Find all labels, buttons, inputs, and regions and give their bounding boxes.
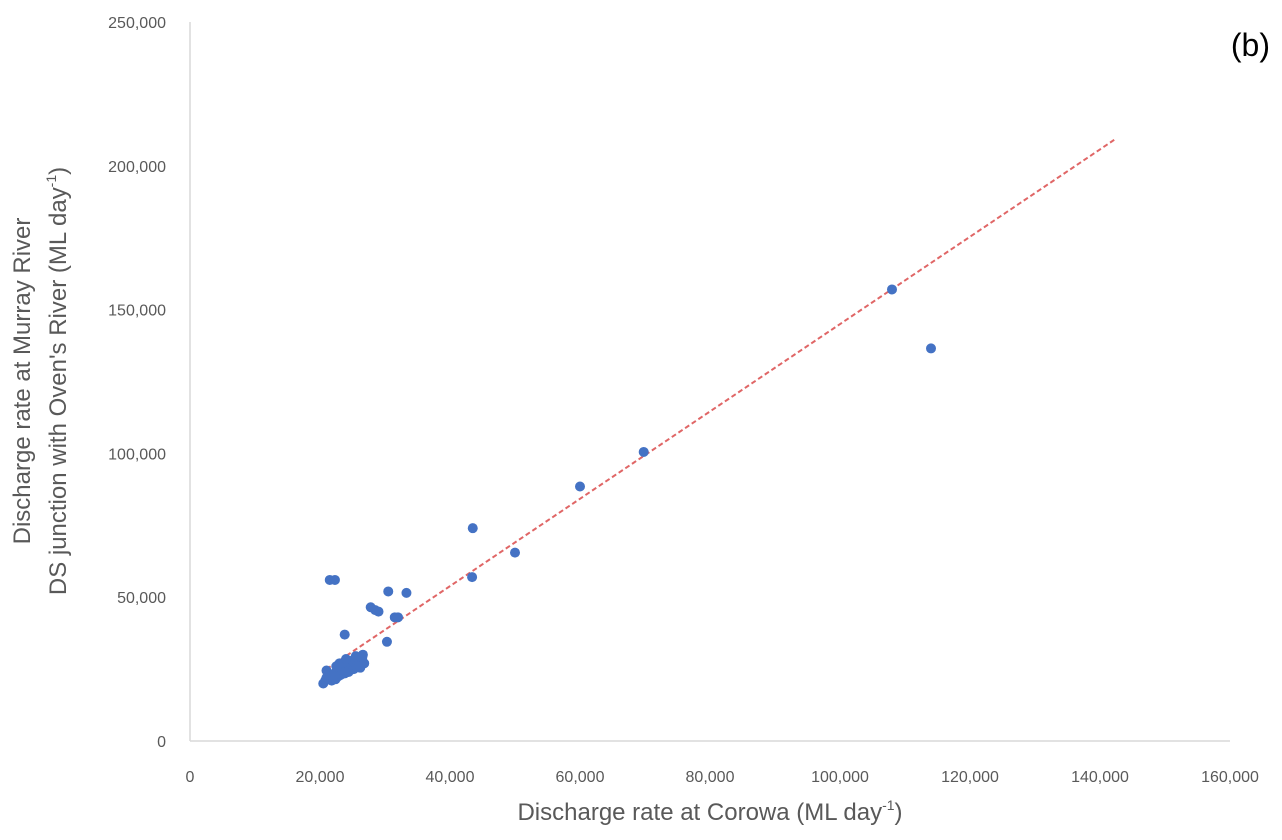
- y-tick-label: 250,000: [108, 15, 166, 32]
- data-point: [510, 547, 520, 558]
- panel-label: (b): [1231, 27, 1270, 63]
- data-point: [467, 572, 478, 583]
- data-point: [329, 574, 340, 585]
- x-tick-label: 60,000: [556, 769, 605, 786]
- data-point: [357, 652, 368, 663]
- y-tick-label: 0: [157, 734, 166, 751]
- y-tick-label: 200,000: [108, 159, 166, 176]
- x-tick-label: 0: [186, 769, 195, 786]
- y-tick-label: 50,000: [117, 590, 166, 607]
- data-point: [393, 612, 403, 623]
- data-point: [381, 636, 392, 647]
- x-axis-title: Discharge rate at Corowa (ML day-1): [517, 797, 902, 826]
- data-point: [401, 587, 412, 598]
- y-axis-title-superscript: -1: [43, 175, 59, 188]
- data-point: [341, 654, 351, 665]
- data-point: [887, 284, 897, 295]
- x-tick-label: 140,000: [1071, 769, 1129, 786]
- data-point: [467, 523, 478, 534]
- x-axis-title-superscript: -1: [882, 797, 895, 813]
- data-point: [638, 446, 649, 457]
- x-tick-label: 120,000: [941, 769, 999, 786]
- data-point: [331, 661, 342, 672]
- data-point: [339, 629, 350, 640]
- trendline: [325, 137, 1117, 670]
- data-point: [575, 481, 585, 492]
- x-tick-label: 160,000: [1201, 769, 1259, 786]
- trendline-group: [325, 137, 1117, 670]
- y-tick-label: 150,000: [108, 303, 166, 320]
- x-tick-labels: 0 20,000 40,000 60,000 80,000 100,000 120,000 1…: [186, 769, 1259, 786]
- x-tick-label: 20,000: [296, 769, 345, 786]
- y-axis-title-line2: DS junction with Oven's River (ML day-1): [43, 167, 72, 595]
- data-points: [318, 284, 936, 689]
- data-point: [926, 343, 936, 354]
- x-tick-label: 100,000: [811, 769, 869, 786]
- y-tick-labels: 0 50,000 100,000 150,000 200,000 250,000: [108, 15, 166, 751]
- x-tick-label: 40,000: [426, 769, 475, 786]
- data-point: [383, 586, 394, 597]
- x-tick-label: 80,000: [686, 769, 735, 786]
- data-point: [373, 606, 384, 617]
- y-tick-label: 100,000: [108, 446, 166, 463]
- y-axis-title-line1: Discharge rate at Murray River: [9, 218, 36, 545]
